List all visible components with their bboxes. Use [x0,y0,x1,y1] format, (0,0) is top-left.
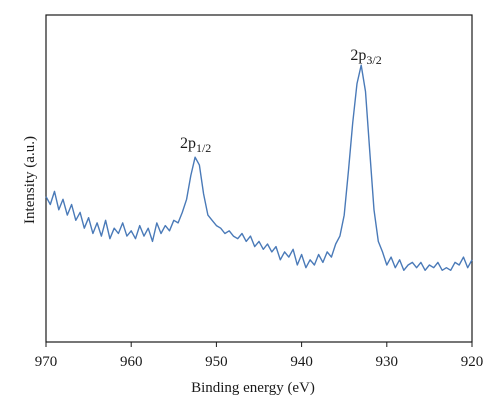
x-tick-label: 950 [205,354,228,370]
x-axis-title: Binding energy (eV) [191,380,315,396]
x-tick-label: 920 [461,354,484,370]
x-tick-label: 930 [376,354,399,370]
plot-frame [45,14,473,343]
spectrum-line [45,64,473,271]
peak-label-2p-1-2: 2p1/2 [180,135,211,155]
peak-label-2p-3-2: 2p3/2 [350,47,381,67]
x-tick-label: 960 [120,354,143,370]
y-axis-title: Intensity (a.u.) [22,136,38,224]
x-tick-label: 970 [35,354,58,370]
x-tick-label: 940 [290,354,313,370]
